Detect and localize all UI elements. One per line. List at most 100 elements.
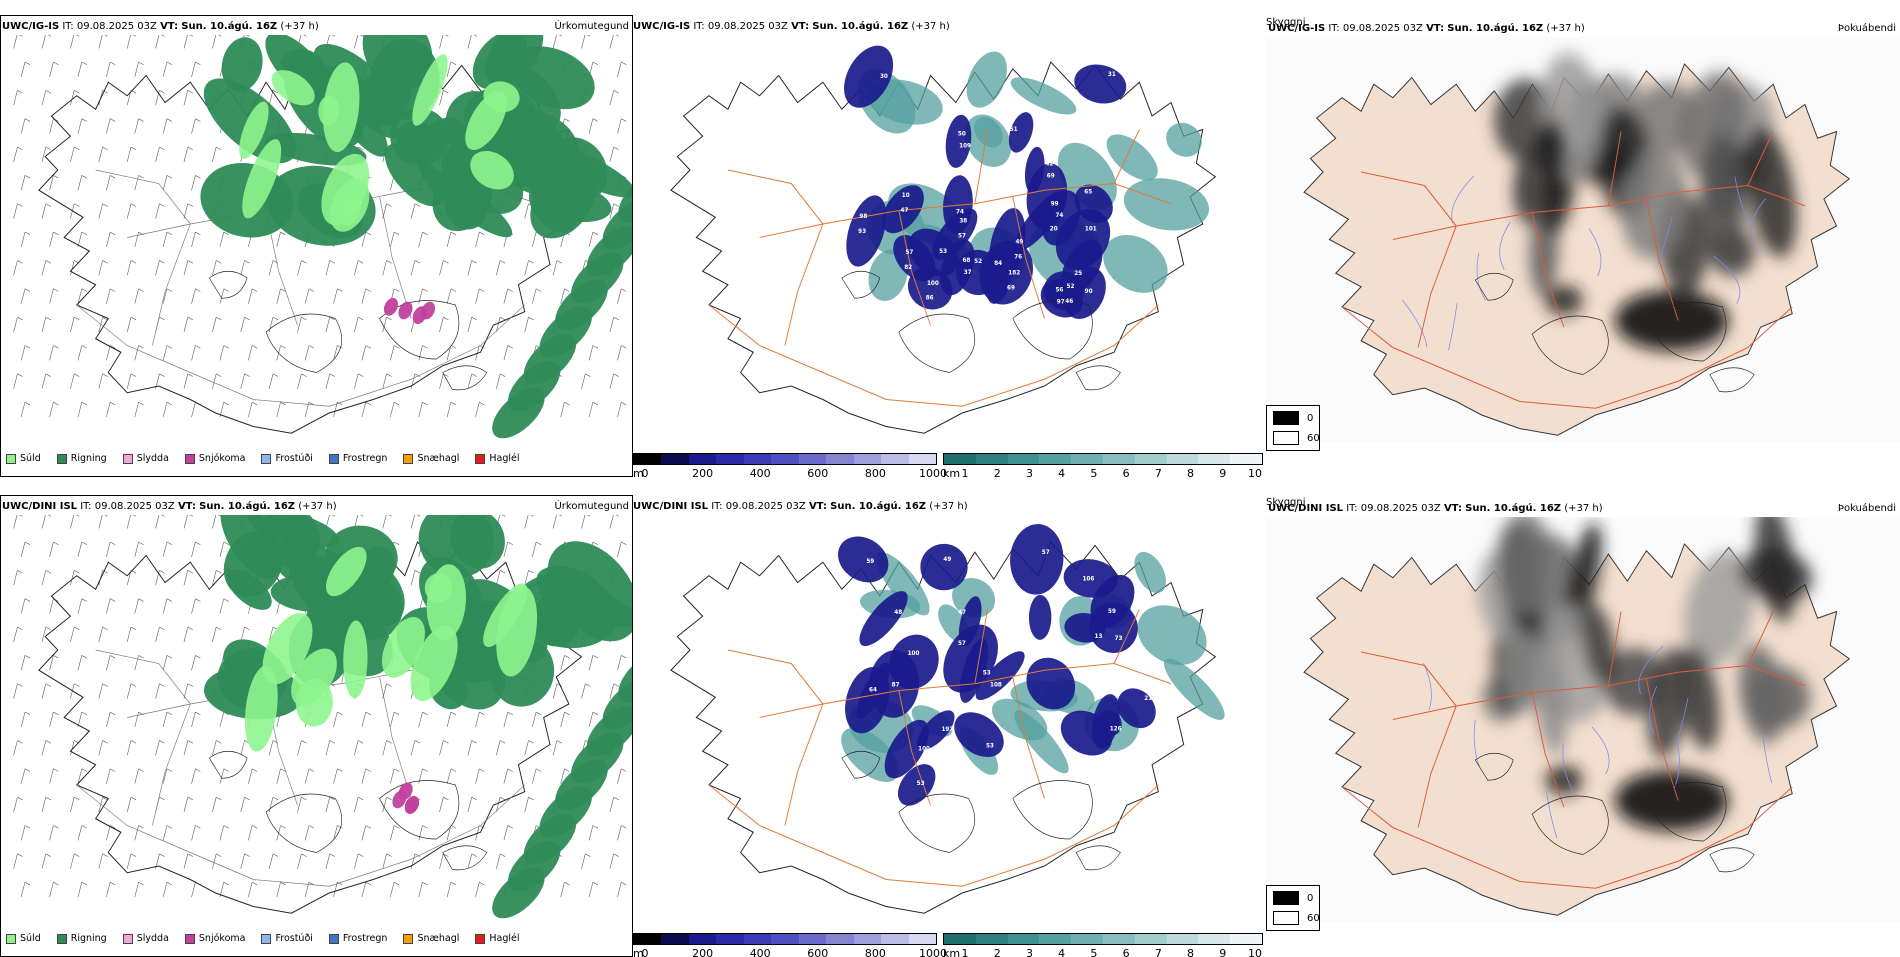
colorbar-tick: 2 [993, 467, 1001, 477]
legend-swatch [261, 453, 272, 464]
panel-title: UWC/DINI ISL IT: 09.08.2025 03Z VT: Sun.… [633, 501, 968, 512]
panel-title: UWC/IG-IS IT: 09.08.2025 03Z VT: Sun. 10… [1268, 23, 1585, 34]
cloud-base-label: 100 [908, 651, 920, 657]
legend-item: Frostregn [328, 933, 387, 944]
legend-swatch [184, 933, 195, 944]
colorbar-tick: 600 [807, 947, 829, 957]
cloud-base-label: 84 [994, 261, 1002, 267]
cloud-base-label: 57 [958, 641, 966, 647]
precip-type-title: Úrkomutegund [554, 21, 629, 32]
colorbar-tick: 6 [1122, 467, 1130, 477]
colorbar-tick: 4 [1058, 467, 1066, 477]
colorbar-tick: 5 [1090, 467, 1098, 477]
legend-item: Súld [6, 453, 41, 464]
fog-legend: 0 60 [1266, 405, 1320, 451]
legend-swatch [328, 453, 339, 464]
cloud-base-label: 57 [905, 250, 913, 256]
colorbar-tick: 1000 [919, 467, 947, 477]
cloud-base-label: 53 [917, 781, 925, 787]
colorbar-tick: 0 [641, 947, 649, 957]
fog-title: Þokuábendi [1837, 503, 1896, 514]
cloud-base-label: 57 [1042, 550, 1050, 556]
legend-swatch [1273, 891, 1299, 905]
cloud-base-label: 47 [1008, 115, 1016, 121]
cloud-base-label: 59 [1108, 609, 1116, 615]
cloud-base-label: 49 [943, 557, 951, 563]
colorbar-tick: 800 [864, 947, 886, 957]
cloud-base-label: 59 [866, 559, 874, 565]
cloud-base-label: 51 [1010, 127, 1018, 133]
legend-item: Snjókoma [184, 933, 245, 944]
cloud-base-label: 65 [1084, 190, 1092, 196]
cloud-base-label: 52 [1067, 284, 1075, 290]
cloud-base-label: 106 [1082, 576, 1094, 582]
cloud-base-label: 76 [1014, 254, 1022, 260]
fog-panel: Skyggni [1266, 495, 1900, 957]
legend-item: Slydda [122, 453, 169, 464]
colorbar-tick: 5 [1090, 947, 1098, 957]
cloud-base-label: 31 [1108, 72, 1116, 78]
legend-item: Rigning [56, 933, 107, 944]
cloud-base-label: 73 [1115, 636, 1123, 642]
precip-panel: UWC/DINI ISL IT: 09.08.2025 03Z VT: Sun.… [0, 495, 633, 957]
cloud-base-label: 42 [1045, 161, 1053, 167]
fog-legend: 0 60 [1266, 885, 1320, 931]
fog-map-panel: UWC/IG-IS IT: 09.08.2025 03Z VT: Sun. 10… [1266, 15, 1900, 477]
colorbar-tick: 1 [961, 947, 969, 957]
legend-swatch [475, 453, 486, 464]
cloud-base-label: 47 [901, 208, 909, 214]
legend-item: Frostúði [261, 933, 313, 944]
colorbar-tick: 1 [961, 467, 969, 477]
legend-swatch [261, 933, 272, 944]
cloud-base-label: 210 [1144, 696, 1156, 702]
legend-swatch [184, 453, 195, 464]
colorbar-tick: 9 [1219, 467, 1227, 477]
cloud-base-map: 57 48 53 53 57 59 73 49 87 59 100 106 108 47 100 13 210 1… [633, 515, 1266, 920]
colorbar-tick: 400 [749, 467, 771, 477]
legend-item: Slydda [122, 933, 169, 944]
colorbar-tick: 400 [749, 947, 771, 957]
legend-swatch [1273, 911, 1299, 925]
cloud-base-label: 46 [1065, 299, 1073, 305]
visibility-colorbar: km 1 2 3 4 5 6 7 8 9 10 [943, 933, 1263, 957]
fog-panel: Skyggni [1266, 15, 1900, 477]
legend-item: Snjókoma [184, 453, 245, 464]
precip-legend: Súld Rigning Slydda Snjókoma Frostúði Frostre… [6, 453, 520, 464]
colorbar-tick: 7 [1154, 947, 1162, 957]
cloud-base-label: 20 [1050, 227, 1058, 233]
cloud-base-label: 126 [1110, 727, 1122, 733]
colorbar-tick: 7 [1154, 467, 1162, 477]
colorbar-tick: 0 [641, 467, 649, 477]
cloud-base-label: 82 [904, 265, 912, 271]
cloud-base-label: 101 [1085, 226, 1097, 232]
precip-type-title: Úrkomutegund [554, 501, 629, 512]
cloud-base-label: 25 [1074, 271, 1082, 277]
visibility-colorbar: km 1 2 3 4 5 6 7 8 9 10 [943, 453, 1263, 477]
cloud-base-label: 68 [962, 258, 970, 264]
visibility-title: Skyggni [1266, 497, 1306, 508]
panel-title: UWC/IG-IS IT: 09.08.2025 03Z VT: Sun. 10… [633, 21, 950, 32]
cloud-base-label: 86 [926, 296, 934, 302]
colorbar-tick: 2 [993, 947, 1001, 957]
cloud-base-label: 90 [1085, 289, 1093, 295]
cloud-base-label: 74 [1055, 213, 1063, 219]
legend-swatch [122, 453, 133, 464]
cloud-base-label: 53 [986, 743, 994, 749]
cloud-base-label: 197 [941, 727, 953, 733]
precip-map [1, 515, 632, 920]
cloud-base-label: 52 [974, 259, 982, 265]
legend-item: Frostúði [261, 453, 313, 464]
colorbar-tick: 9 [1219, 947, 1227, 957]
fog-map-panel: UWC/DINI ISL IT: 09.08.2025 03Z VT: Sun.… [1266, 495, 1900, 957]
legend-swatch [122, 933, 133, 944]
legend-swatch [6, 453, 16, 464]
colorbar-tick: 4 [1058, 947, 1066, 957]
colorbar-tick: 10 [1248, 947, 1262, 957]
cloud-base-label: 97 [1057, 300, 1065, 306]
cloud-base-label: 57 [958, 233, 966, 239]
cloud-base-label: 37 [964, 270, 972, 276]
panel-title: UWC/DINI ISL IT: 09.08.2025 03Z VT: Sun.… [2, 501, 337, 512]
cloud-base-label: 100 [918, 746, 930, 752]
colorbar-tick: 6 [1122, 947, 1130, 957]
legend-swatch [6, 933, 16, 944]
